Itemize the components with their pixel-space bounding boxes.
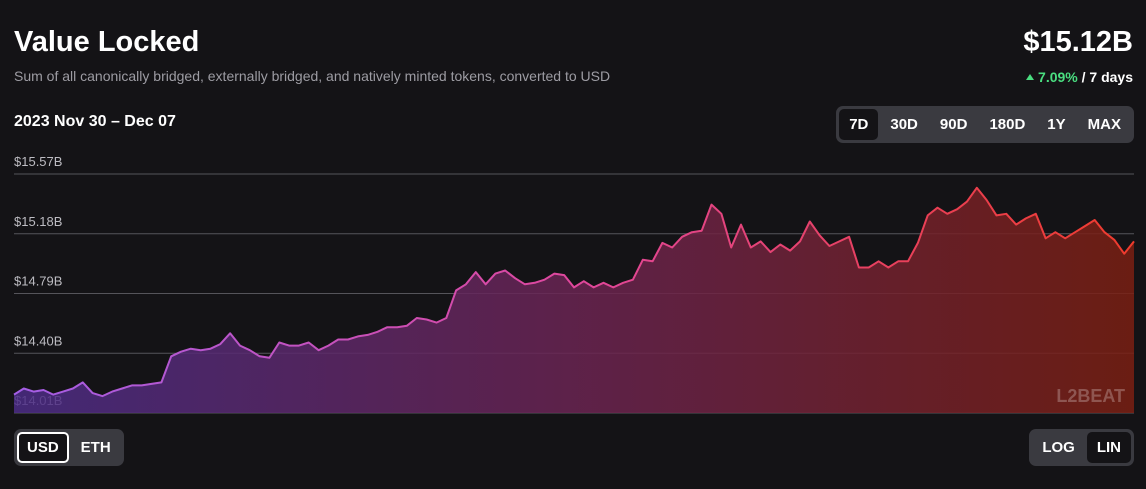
up-arrow: [1026, 74, 1035, 80]
change-percent: 7.09%: [1038, 69, 1078, 85]
range-selector: 7D 30D 90D 180D 1Y MAX: [836, 106, 1134, 143]
change: 7.09% / 7 days: [1026, 69, 1133, 85]
range-button[interactable]: 90D: [930, 109, 978, 140]
range-button[interactable]: 7D: [839, 109, 879, 140]
area: [14, 187, 1134, 413]
subtitle: Sum of all canonically bridged, external…: [14, 68, 611, 84]
range-button[interactable]: 180D: [979, 109, 1035, 140]
range-button[interactable]: 30D: [880, 109, 928, 140]
range-button[interactable]: MAX: [1078, 109, 1131, 140]
scale-button[interactable]: LIN: [1086, 432, 1131, 463]
scale-button[interactable]: LOG: [1032, 432, 1085, 463]
y-tick-label: $14.79B: [14, 274, 62, 289]
unit-button[interactable]: ETH: [71, 432, 121, 463]
scale-selector: LOG LIN: [1029, 429, 1134, 466]
y-tick-label: $14.40B: [14, 333, 62, 348]
unit-button[interactable]: USD: [17, 432, 69, 463]
range-button[interactable]: 1Y: [1037, 109, 1075, 140]
y-tick-label: $15.57B: [14, 154, 62, 169]
watermark: L2BEAT: [1056, 386, 1125, 406]
line: [13, 186, 1135, 398]
change-period: / 7 days: [1081, 69, 1133, 85]
date-range: 2023 Nov 30 – Dec 07: [14, 113, 176, 130]
total-value: $15.12B: [1023, 26, 1133, 58]
title: Value Locked: [14, 26, 200, 58]
unit-selector: USD ETH: [14, 429, 124, 466]
y-tick-label: $15.18B: [14, 214, 62, 229]
